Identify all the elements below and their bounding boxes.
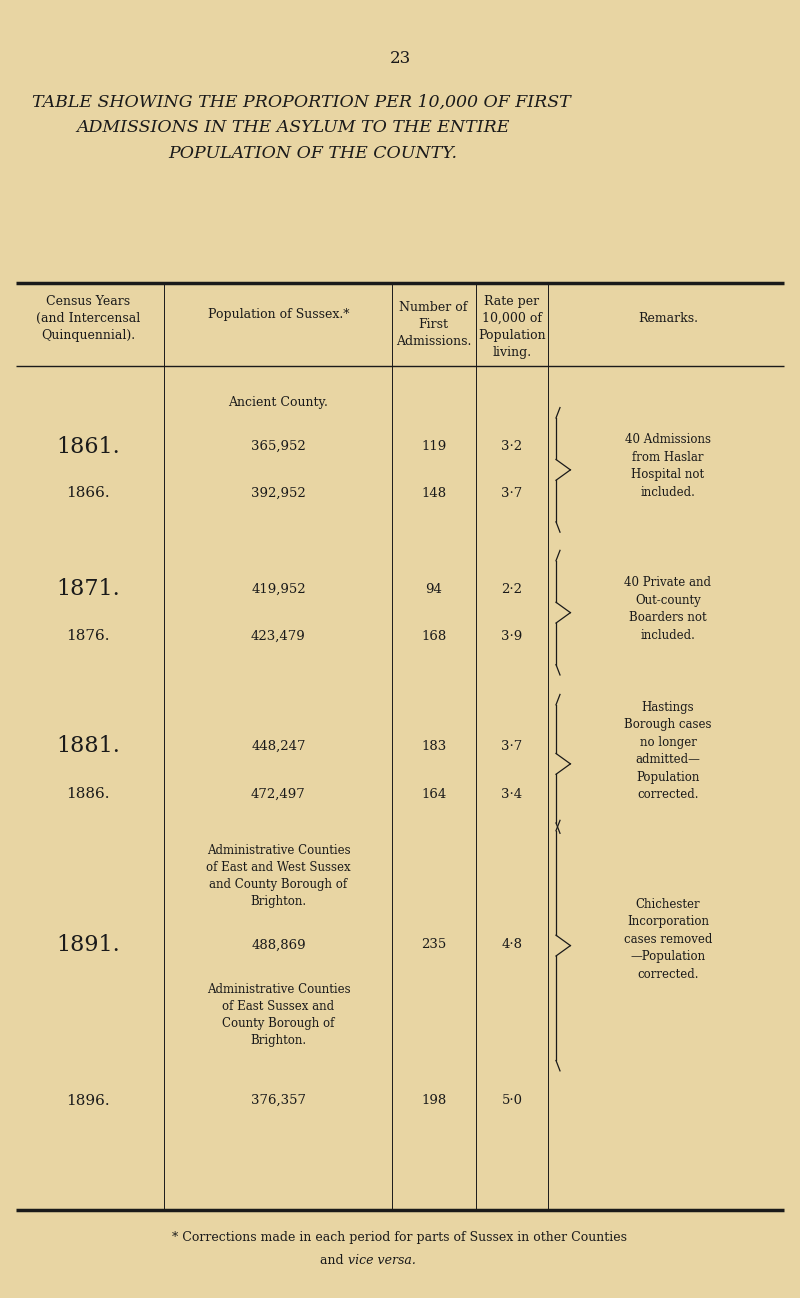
Text: Population of Sussex.*: Population of Sussex.* — [208, 308, 349, 321]
Text: 376,357: 376,357 — [251, 1094, 306, 1107]
Text: 164: 164 — [421, 788, 446, 801]
Text: 235: 235 — [421, 938, 446, 951]
Text: Administrative Counties
of East Sussex and
County Borough of
Brighton.: Administrative Counties of East Sussex a… — [206, 983, 350, 1047]
Text: Number of
First
Admissions.: Number of First Admissions. — [396, 301, 471, 348]
Text: 1866.: 1866. — [66, 487, 110, 500]
Text: 168: 168 — [421, 630, 446, 643]
Text: * Corrections made in each period for parts of Sussex in other Counties: * Corrections made in each period for pa… — [173, 1231, 627, 1243]
Text: 2·2: 2·2 — [502, 583, 522, 596]
Text: 1876.: 1876. — [66, 630, 110, 643]
Text: 3·2: 3·2 — [502, 440, 522, 453]
Text: Census Years
(and Intercensal
Quinquennial).: Census Years (and Intercensal Quinquenni… — [36, 295, 140, 341]
Text: POPULATION OF THE COUNTY.: POPULATION OF THE COUNTY. — [168, 145, 457, 162]
Text: 419,952: 419,952 — [251, 583, 306, 596]
Text: 1871.: 1871. — [56, 579, 120, 600]
Text: 23: 23 — [390, 49, 410, 67]
Text: 392,952: 392,952 — [251, 487, 306, 500]
Text: 1886.: 1886. — [66, 788, 110, 801]
Text: 148: 148 — [421, 487, 446, 500]
Text: 94: 94 — [425, 583, 442, 596]
Text: TABLE SHOWING THE PROPORTION PER 10,000 OF FIRST: TABLE SHOWING THE PROPORTION PER 10,000 … — [32, 93, 570, 110]
Text: 3·7: 3·7 — [502, 740, 522, 753]
Text: 183: 183 — [421, 740, 446, 753]
Text: 488,869: 488,869 — [251, 938, 306, 951]
Text: 40 Private and
Out-county
Boarders not
included.: 40 Private and Out-county Boarders not i… — [625, 576, 711, 641]
Text: Remarks.: Remarks. — [638, 312, 698, 324]
Text: 1896.: 1896. — [66, 1094, 110, 1107]
Text: 3·7: 3·7 — [502, 487, 522, 500]
Text: Rate per
10,000 of
Population
living.: Rate per 10,000 of Population living. — [478, 295, 546, 360]
Text: 5·0: 5·0 — [502, 1094, 522, 1107]
Text: Ancient County.: Ancient County. — [229, 396, 328, 409]
Text: and: and — [320, 1254, 348, 1267]
Text: Chichester
Incorporation
cases removed
—Population
corrected.: Chichester Incorporation cases removed —… — [624, 898, 712, 980]
Text: 119: 119 — [421, 440, 446, 453]
Text: 3·9: 3·9 — [502, 630, 522, 643]
Text: 365,952: 365,952 — [251, 440, 306, 453]
Text: 4·8: 4·8 — [502, 938, 522, 951]
Text: 1861.: 1861. — [56, 436, 120, 457]
Text: Hastings
Borough cases
no longer
admitted—
Population
corrected.: Hastings Borough cases no longer admitte… — [624, 701, 712, 801]
Text: Administrative Counties
of East and West Sussex
and County Borough of
Brighton.: Administrative Counties of East and West… — [206, 844, 350, 909]
Text: 198: 198 — [421, 1094, 446, 1107]
Text: 472,497: 472,497 — [251, 788, 306, 801]
Text: 40 Admissions
from Haslar
Hospital not
included.: 40 Admissions from Haslar Hospital not i… — [625, 434, 711, 498]
Text: 423,479: 423,479 — [251, 630, 306, 643]
Text: 1891.: 1891. — [56, 935, 120, 955]
Text: ADMISSIONS IN THE ASYLUM TO THE ENTIRE: ADMISSIONS IN THE ASYLUM TO THE ENTIRE — [76, 119, 510, 136]
Text: 448,247: 448,247 — [251, 740, 306, 753]
Text: vice versa.: vice versa. — [348, 1254, 416, 1267]
Text: 3·4: 3·4 — [502, 788, 522, 801]
Text: 1881.: 1881. — [56, 736, 120, 757]
